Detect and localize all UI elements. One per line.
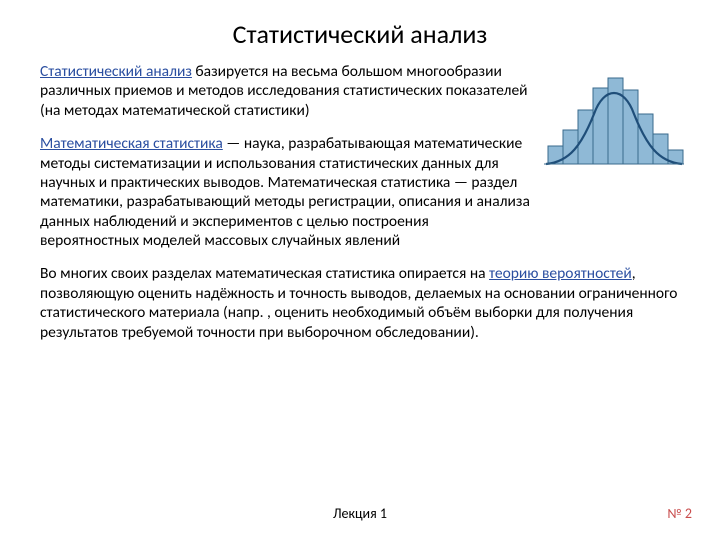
- term-stat-analysis: Статистический анализ: [40, 62, 192, 81]
- para3-pre: Во многих своих разделах математическая …: [40, 264, 489, 283]
- content-area: Статистический анализ базируется на весь…: [40, 62, 680, 342]
- paragraph-3: Во многих своих разделах математическая …: [40, 264, 680, 342]
- page-number: № 2: [667, 505, 692, 522]
- term-prob-theory: теорию вероятностей: [489, 264, 632, 283]
- page-title: Статистический анализ: [40, 18, 680, 50]
- lecture-label: Лекция 1: [0, 505, 720, 522]
- term-math-stat: Математическая статистика: [40, 134, 223, 153]
- footer: Лекция 1 № 2: [0, 505, 720, 522]
- histogram-bell-chart: [542, 64, 686, 176]
